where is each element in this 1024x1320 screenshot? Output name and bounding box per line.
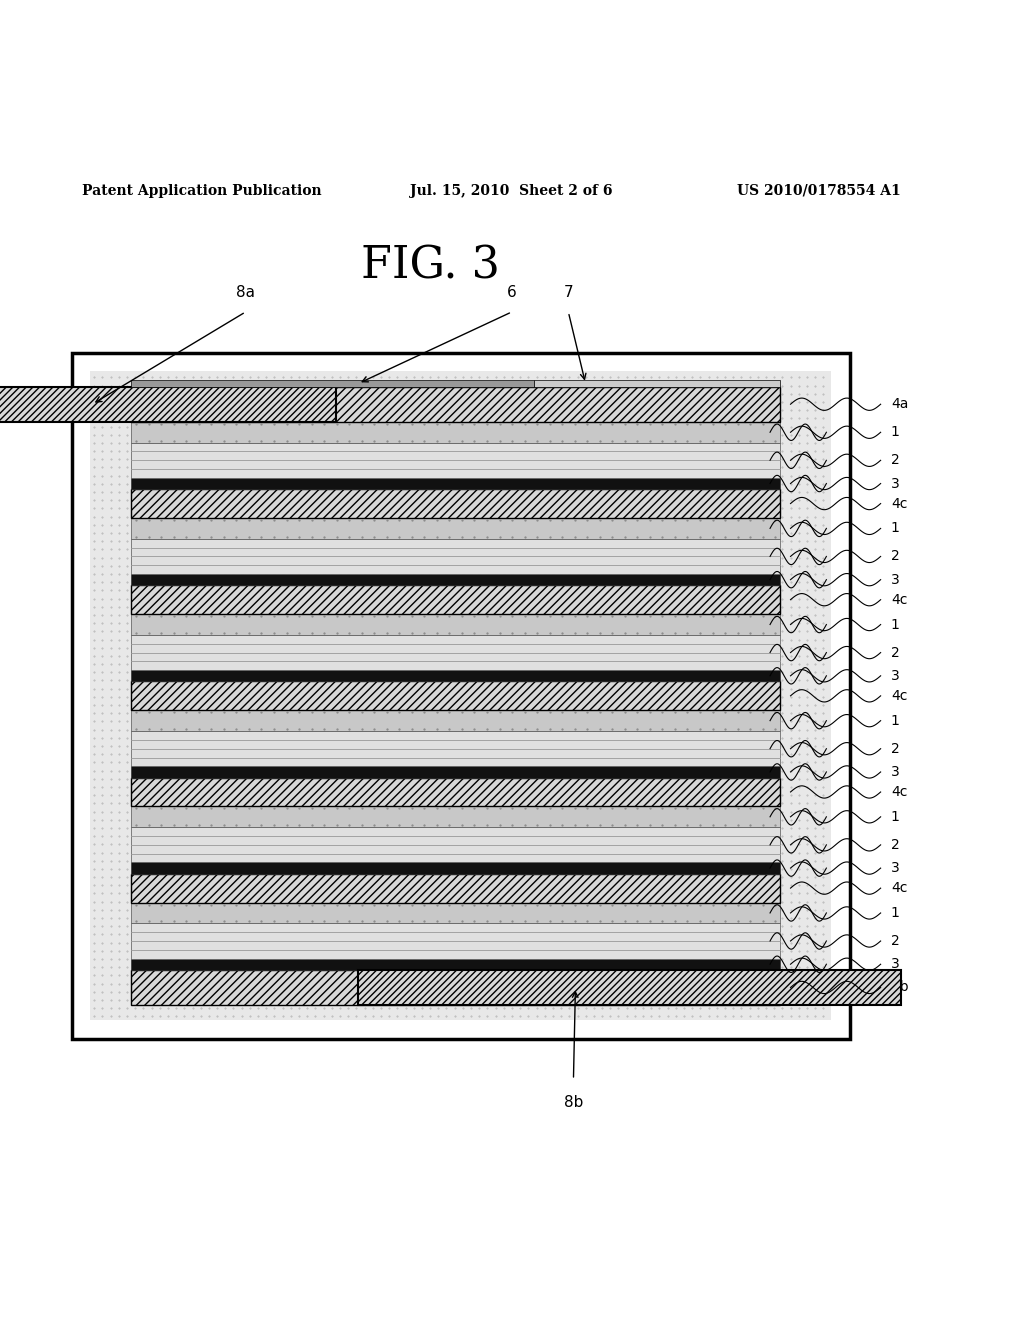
- Bar: [131, 710, 780, 731]
- Text: 4b: 4b: [891, 981, 908, 994]
- Text: 8b: 8b: [564, 1096, 583, 1110]
- Bar: [131, 924, 780, 958]
- Bar: [131, 777, 780, 807]
- Bar: [358, 970, 901, 1005]
- Bar: [131, 731, 780, 767]
- Bar: [131, 767, 780, 777]
- Text: 2: 2: [891, 645, 900, 660]
- Bar: [131, 671, 780, 681]
- Bar: [534, 380, 780, 387]
- Text: 2: 2: [891, 935, 900, 948]
- Bar: [131, 585, 780, 614]
- Text: 3: 3: [891, 766, 900, 779]
- Bar: [131, 903, 780, 924]
- Bar: [131, 387, 780, 422]
- Bar: [131, 490, 780, 517]
- Bar: [131, 807, 780, 828]
- Bar: [72, 352, 850, 1039]
- Text: 1: 1: [891, 618, 900, 631]
- Bar: [131, 874, 780, 903]
- Bar: [0, 387, 336, 422]
- Bar: [131, 478, 780, 490]
- Text: 3: 3: [891, 957, 900, 972]
- Text: Patent Application Publication: Patent Application Publication: [82, 183, 322, 198]
- Bar: [131, 681, 780, 710]
- Bar: [131, 635, 780, 671]
- Bar: [90, 371, 831, 1020]
- Text: 4c: 4c: [891, 882, 907, 895]
- Bar: [131, 958, 780, 970]
- Bar: [131, 614, 780, 635]
- Bar: [131, 970, 780, 1005]
- Text: US 2010/0178554 A1: US 2010/0178554 A1: [737, 183, 901, 198]
- Text: 1: 1: [891, 714, 900, 727]
- Text: 3: 3: [891, 669, 900, 682]
- Bar: [131, 862, 780, 874]
- Text: 7: 7: [563, 285, 573, 300]
- Text: 4a: 4a: [891, 397, 908, 412]
- Bar: [131, 422, 780, 442]
- Text: 4c: 4c: [891, 496, 907, 511]
- Text: 3: 3: [891, 573, 900, 586]
- Text: 4c: 4c: [891, 785, 907, 799]
- Text: 1: 1: [891, 809, 900, 824]
- Text: 6: 6: [507, 285, 517, 300]
- Text: 1: 1: [891, 425, 900, 440]
- Text: FIG. 3: FIG. 3: [360, 244, 500, 288]
- Bar: [131, 539, 780, 574]
- Bar: [131, 828, 780, 862]
- Bar: [131, 574, 780, 585]
- Bar: [131, 380, 534, 387]
- Text: 1: 1: [891, 906, 900, 920]
- Text: 3: 3: [891, 477, 900, 491]
- Text: 2: 2: [891, 742, 900, 756]
- Text: Jul. 15, 2010  Sheet 2 of 6: Jul. 15, 2010 Sheet 2 of 6: [410, 183, 612, 198]
- Text: 8a: 8a: [237, 285, 255, 300]
- Text: 2: 2: [891, 549, 900, 564]
- Text: 2: 2: [891, 453, 900, 467]
- Text: 4c: 4c: [891, 593, 907, 607]
- Bar: [131, 517, 780, 539]
- Text: 4c: 4c: [891, 689, 907, 702]
- Bar: [131, 442, 780, 478]
- Text: 2: 2: [891, 838, 900, 851]
- Text: 3: 3: [891, 861, 900, 875]
- Text: 1: 1: [891, 521, 900, 536]
